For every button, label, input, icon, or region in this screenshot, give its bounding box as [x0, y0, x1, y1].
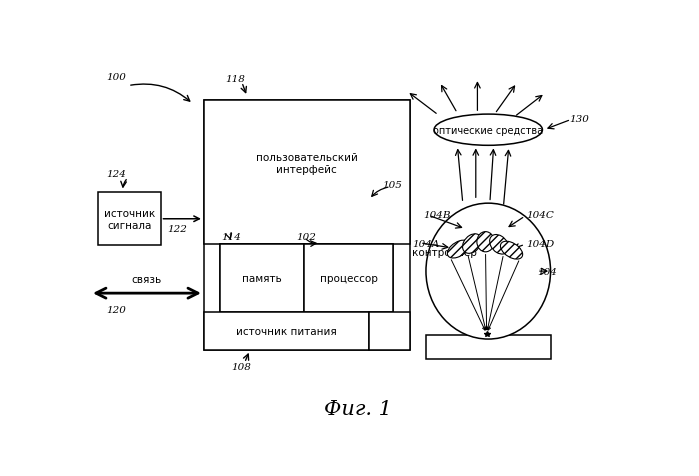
Text: 120: 120 [106, 306, 127, 315]
Text: 104A: 104A [412, 239, 440, 248]
Text: память: память [243, 273, 282, 283]
Text: источник
сигнала: источник сигнала [103, 208, 155, 230]
Text: 124: 124 [106, 170, 127, 179]
Text: 102: 102 [296, 232, 316, 241]
Text: контроллер: контроллер [412, 248, 477, 258]
Ellipse shape [489, 235, 509, 255]
Bar [204, 101, 410, 244]
Text: источник питания: источник питания [236, 326, 337, 336]
Text: 105: 105 [382, 181, 403, 190]
Ellipse shape [447, 241, 470, 258]
Bar [304, 244, 394, 312]
Ellipse shape [477, 232, 494, 252]
Bar [204, 101, 410, 350]
Ellipse shape [426, 204, 551, 339]
Ellipse shape [434, 115, 542, 146]
Text: процессор: процессор [320, 273, 377, 283]
Text: оптические средства: оптические средства [433, 126, 543, 135]
Bar [220, 244, 394, 312]
Text: связь: связь [132, 274, 162, 284]
Text: 100: 100 [106, 73, 127, 82]
Text: 104D: 104D [526, 239, 554, 248]
Bar [98, 193, 161, 246]
Text: 130: 130 [570, 115, 589, 124]
Text: 122: 122 [168, 225, 187, 234]
Bar [369, 312, 410, 350]
Text: Фиг. 1: Фиг. 1 [324, 399, 392, 418]
Bar [426, 336, 551, 359]
Bar [220, 244, 304, 312]
Text: 118: 118 [226, 75, 245, 84]
Bar [204, 312, 369, 350]
Ellipse shape [463, 234, 482, 254]
Text: пользовательский
интерфейс: пользовательский интерфейс [256, 153, 358, 174]
Text: 104: 104 [537, 267, 557, 276]
Ellipse shape [500, 242, 523, 259]
Text: 108: 108 [231, 362, 251, 371]
Text: 114: 114 [221, 232, 241, 241]
Text: 104C: 104C [526, 211, 554, 220]
Text: 104B: 104B [424, 210, 451, 219]
